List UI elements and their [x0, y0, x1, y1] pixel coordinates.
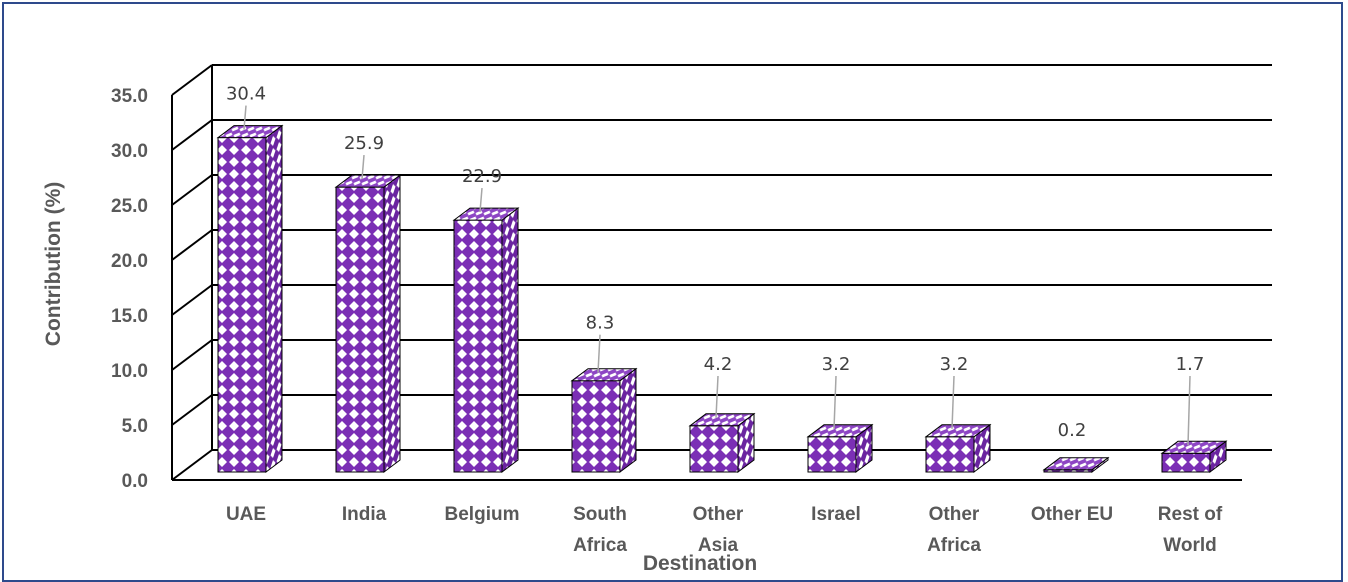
data-label: 22.9	[462, 166, 502, 187]
y-tick-label: 35.0	[111, 86, 148, 107]
bar-top	[688, 413, 756, 427]
data-label: 3.2	[940, 354, 969, 375]
leader-line	[1187, 375, 1191, 446]
axis-layer: 0.0 5.0 10.0 15.0 20.0 25.0 30.0 35.0	[111, 65, 1242, 492]
y-tick-label: 10.0	[111, 361, 148, 382]
gridline-wall	[171, 174, 213, 206]
bar-top	[334, 174, 402, 188]
leader-line	[361, 155, 365, 180]
y-tick-label: 20.0	[111, 251, 148, 272]
gridline-wall	[171, 64, 213, 96]
bar-front	[925, 436, 975, 473]
bar	[1160, 440, 1228, 473]
leader-line	[243, 105, 247, 130]
bar	[1042, 456, 1110, 473]
gridline-wall	[171, 394, 213, 426]
leader-line	[597, 334, 601, 373]
x-tick-label: Other EU	[1031, 504, 1113, 525]
y-tick-label: 15.0	[111, 306, 148, 327]
x-tick-label: UAE	[226, 504, 266, 525]
data-label: 8.3	[586, 313, 615, 334]
y-tick-label: 30.0	[111, 141, 148, 162]
y-tick-label: 25.0	[111, 196, 148, 217]
bar-side	[265, 124, 283, 473]
bar-front	[453, 219, 503, 473]
bar-top	[452, 207, 520, 221]
gridline-wall	[171, 284, 213, 316]
bar	[570, 367, 638, 473]
bar	[688, 412, 756, 473]
bar	[806, 423, 874, 473]
x-tick-label: Rest of World	[1158, 504, 1223, 556]
bar-side	[501, 207, 519, 473]
bar-top	[1160, 440, 1228, 454]
x-tick-label: Israel	[811, 504, 861, 525]
x-tick-label: Belgium	[445, 504, 520, 525]
bar-top	[806, 424, 874, 438]
leader-line	[833, 375, 837, 429]
data-label: 4.2	[704, 354, 733, 375]
bar-top	[924, 424, 992, 438]
bar-front	[571, 380, 621, 473]
data-label: 30.4	[226, 84, 266, 105]
leader-line	[479, 188, 483, 213]
bar-side	[619, 367, 637, 473]
bar-top	[216, 125, 284, 139]
bar-top	[1042, 457, 1110, 471]
bar-front	[807, 436, 857, 473]
y-tick-label: 5.0	[122, 416, 148, 437]
bar-front	[335, 186, 385, 473]
x-tick-label: Other Asia	[693, 504, 744, 556]
bar	[452, 207, 520, 473]
data-label: 0.2	[1058, 420, 1087, 441]
leader-line	[951, 375, 955, 429]
bar-front	[217, 137, 267, 473]
x-tick-label: Other Africa	[927, 504, 981, 556]
gridline-wall	[171, 339, 213, 371]
bar-top	[570, 368, 638, 382]
data-label: 3.2	[822, 354, 851, 375]
label-layer: 30.4 UAE 25.9 India 22.9 Belgium 8.3 South Afric…	[226, 84, 1223, 556]
bar-front	[1161, 452, 1211, 473]
y-axis-title: Contribution (%)	[42, 182, 65, 346]
gridline-wall	[171, 229, 213, 261]
x-axis-title: Destination	[643, 552, 757, 575]
data-label: 25.9	[344, 133, 384, 154]
x-tick-label: India	[342, 504, 387, 525]
y-tick-label: 0.0	[122, 471, 148, 492]
bar-side	[383, 174, 401, 473]
bar-front	[689, 425, 739, 473]
x-tick-label: South Africa	[573, 504, 627, 556]
leader-line	[715, 375, 719, 418]
bar-layer	[216, 124, 1228, 473]
bar	[216, 124, 284, 473]
gridline-wall	[171, 119, 213, 151]
bar	[924, 423, 992, 473]
data-label: 1.7	[1176, 354, 1205, 375]
bar	[334, 174, 402, 473]
gridline-wall	[171, 449, 213, 481]
